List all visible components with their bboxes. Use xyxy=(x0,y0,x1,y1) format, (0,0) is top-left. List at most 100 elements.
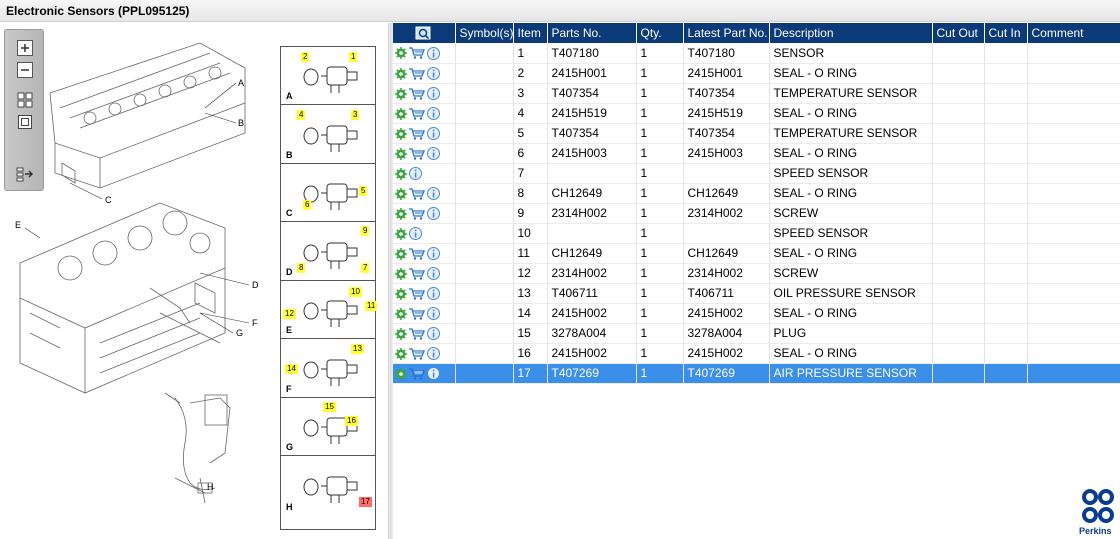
comment-cell xyxy=(1027,303,1120,324)
single-view-icon[interactable] xyxy=(14,112,36,132)
cart-icon[interactable] xyxy=(409,47,425,60)
table-row[interactable]: 4 2415H519 1 2415H519 SEAL - O RING xyxy=(393,103,1120,124)
column-header-cut-out[interactable]: Cut Out xyxy=(932,23,985,43)
info-icon[interactable] xyxy=(427,87,440,101)
table-row[interactable]: 12 2314H002 1 2314H002 SCREW xyxy=(393,263,1120,284)
thumbnail-e[interactable]: E 10 11 12 xyxy=(281,281,378,339)
gear-icon[interactable] xyxy=(395,107,407,120)
column-header-latest-part-no[interactable]: Latest Part No. xyxy=(683,23,770,43)
info-icon[interactable] xyxy=(427,287,440,301)
info-icon[interactable] xyxy=(427,327,440,341)
thumbnail-d[interactable]: D 9 8 7 xyxy=(281,222,375,281)
thumbnail-c[interactable]: C 5 6 xyxy=(281,164,375,222)
cart-icon[interactable] xyxy=(409,308,425,320)
table-row[interactable]: 5 T407354 1 T407354 TEMPERATURE SENSOR xyxy=(393,123,1120,144)
thumbnail-h[interactable]: H 17 xyxy=(281,456,375,515)
info-icon[interactable] xyxy=(427,46,440,60)
gear-icon[interactable] xyxy=(395,47,407,60)
cart-icon[interactable] xyxy=(409,108,425,120)
info-icon[interactable] xyxy=(409,167,422,181)
info-icon[interactable] xyxy=(427,267,440,281)
column-header-symbols[interactable]: Symbol(s) xyxy=(455,23,514,43)
gear-icon[interactable] xyxy=(395,67,407,80)
illustration-panel[interactable]: A B C D E F G H A 2 1 B 4 3 C 5 6 D 9 8 7 E 10 11 12 F 1 xyxy=(0,23,388,539)
gear-icon[interactable] xyxy=(395,347,407,360)
info-icon[interactable] xyxy=(427,367,440,381)
gear-icon[interactable] xyxy=(395,287,407,300)
gear-icon[interactable] xyxy=(395,147,407,160)
table-row[interactable]: 1 T407180 1 T407180 SENSOR xyxy=(393,43,1120,64)
export-icon[interactable] xyxy=(14,164,36,184)
cart-icon[interactable] xyxy=(409,88,425,100)
table-row[interactable]: 10 1 SPEED SENSOR xyxy=(393,223,1120,244)
table-row[interactable]: 16 2415H002 1 2415H002 SEAL - O RING xyxy=(393,343,1120,364)
gear-icon[interactable] xyxy=(395,207,407,220)
zoom-out-icon[interactable] xyxy=(14,60,36,80)
info-icon[interactable] xyxy=(427,247,440,261)
column-header-comment[interactable]: Comment xyxy=(1027,23,1120,43)
table-row[interactable]: 6 2415H003 1 2415H003 SEAL - O RING xyxy=(393,143,1120,164)
column-header-qty[interactable]: Qty. xyxy=(636,23,684,43)
thumbnail-f[interactable]: F 13 14 xyxy=(281,339,375,398)
gear-icon[interactable] xyxy=(395,327,407,340)
table-row[interactable]: 7 1 SPEED SENSOR xyxy=(393,163,1120,184)
description-cell: SEAL - O RING xyxy=(769,343,933,364)
cart-icon[interactable] xyxy=(409,128,425,140)
column-header-item[interactable]: Item xyxy=(513,23,548,43)
gear-icon[interactable] xyxy=(395,127,407,140)
table-row[interactable]: 2 2415H001 1 2415H001 SEAL - O RING xyxy=(393,63,1120,84)
info-icon[interactable] xyxy=(427,67,440,81)
row-actions-cell xyxy=(393,123,456,144)
fit-grid-icon[interactable] xyxy=(14,90,36,110)
info-icon[interactable] xyxy=(427,187,440,201)
gear-icon[interactable] xyxy=(395,187,407,200)
cart-icon[interactable] xyxy=(409,368,425,380)
gear-icon[interactable] xyxy=(395,227,407,240)
column-header-parts-no[interactable]: Parts No. xyxy=(547,23,637,43)
parts-no-cell: 2415H519 xyxy=(547,103,637,124)
zoom-in-icon[interactable] xyxy=(14,38,36,58)
table-row[interactable]: 17 T407269 1 T407269 AIR PRESSURE SENSOR xyxy=(393,363,1120,384)
info-icon[interactable] xyxy=(427,147,440,161)
cart-icon[interactable] xyxy=(409,208,425,220)
info-icon[interactable] xyxy=(427,127,440,141)
item-cell: 11 xyxy=(513,243,548,264)
cart-icon[interactable] xyxy=(409,248,425,260)
info-icon[interactable] xyxy=(427,307,440,321)
gear-icon[interactable] xyxy=(395,87,407,100)
table-row[interactable]: 3 T407354 1 T407354 TEMPERATURE SENSOR xyxy=(393,83,1120,104)
gear-icon[interactable] xyxy=(395,267,407,280)
thumbnail-g[interactable]: G 15 16 xyxy=(281,398,375,456)
cart-icon[interactable] xyxy=(409,348,425,360)
cart-icon[interactable] xyxy=(409,148,425,160)
panel-splitter[interactable] xyxy=(388,23,393,539)
latest-part-no-cell: CH12649 xyxy=(683,183,770,204)
column-header-description[interactable]: Description xyxy=(769,23,933,43)
cart-icon[interactable] xyxy=(409,288,425,300)
table-row[interactable]: 13 T406711 1 T406711 OIL PRESSURE SENSOR xyxy=(393,283,1120,304)
table-row[interactable]: 8 CH12649 1 CH12649 SEAL - O RING xyxy=(393,183,1120,204)
info-icon[interactable] xyxy=(427,107,440,121)
gear-icon[interactable] xyxy=(395,167,407,180)
cart-icon[interactable] xyxy=(409,328,425,340)
table-row[interactable]: 11 CH12649 1 CH12649 SEAL - O RING xyxy=(393,243,1120,264)
column-header-cut-in[interactable]: Cut In xyxy=(984,23,1028,43)
thumbnail-a[interactable]: A 2 1 xyxy=(281,47,375,105)
gear-icon[interactable] xyxy=(395,307,407,320)
grid-search-icon[interactable] xyxy=(415,26,431,40)
cart-icon[interactable] xyxy=(409,268,425,280)
engine-exploded-diagram[interactable]: A B C D E F G H xyxy=(0,23,280,539)
gear-icon[interactable] xyxy=(395,247,407,260)
table-row[interactable]: 9 2314H002 1 2314H002 SCREW xyxy=(393,203,1120,224)
table-row[interactable]: 15 3278A004 1 3278A004 PLUG xyxy=(393,323,1120,344)
cart-icon[interactable] xyxy=(409,68,425,80)
info-icon[interactable] xyxy=(409,227,422,241)
thumbnail-b[interactable]: B 4 3 xyxy=(281,105,375,164)
cart-icon[interactable] xyxy=(409,188,425,200)
column-header-search[interactable] xyxy=(393,23,456,43)
comment-cell xyxy=(1027,283,1120,304)
info-icon[interactable] xyxy=(427,207,440,221)
info-icon[interactable] xyxy=(427,347,440,361)
table-row[interactable]: 14 2415H002 1 2415H002 SEAL - O RING xyxy=(393,303,1120,324)
gear-icon[interactable] xyxy=(395,367,407,380)
